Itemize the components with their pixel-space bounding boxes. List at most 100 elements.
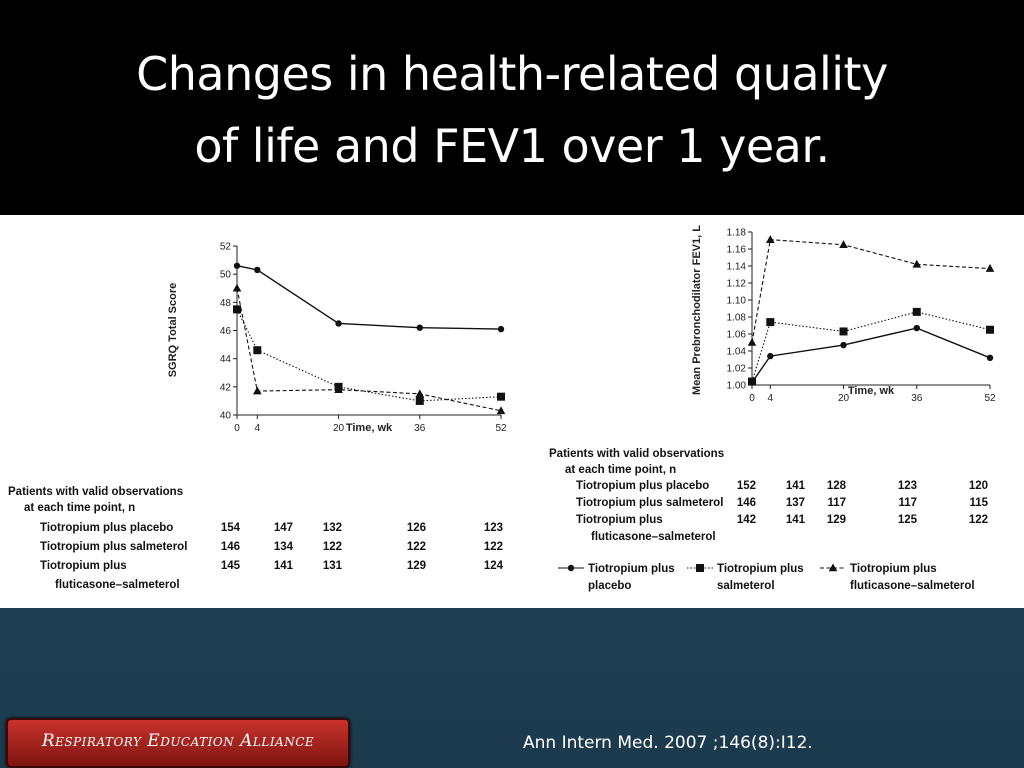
chart-2-series-3-point <box>912 259 922 268</box>
chart-2-series-2-point <box>748 377 756 386</box>
chart-1-y-tick-label: 44 <box>220 354 232 365</box>
chart-1-table-cell: 124 <box>484 560 504 572</box>
chart-1-table-cell: 134 <box>274 541 294 553</box>
chart-1-y-tick-label: 46 <box>220 326 232 337</box>
chart-2-legend-label: Tiotropium plus <box>588 563 675 575</box>
chart-1-table-cell: 132 <box>323 522 342 534</box>
chart-2-table-cell: 141 <box>786 480 806 492</box>
chart-1-series-2-point <box>253 346 262 355</box>
chart-2-series-2-point <box>766 318 775 327</box>
chart-1-series-3-point <box>253 386 262 395</box>
chart-2-table-row-label: Tiotropium plus salmeterol <box>576 497 723 509</box>
chart-1-table-cell: 122 <box>407 541 426 553</box>
chart-1-series-2-point <box>415 396 424 405</box>
chart-2-legend-marker-3 <box>828 563 838 572</box>
chart-1-table-row-label-2: fluticasone–salmeterol <box>55 579 180 591</box>
chart-1-table-cell: 145 <box>221 560 241 572</box>
chart-1-x-tick-label: 52 <box>495 423 507 434</box>
figure-panel: 40 42 44 46 48 50 52 0 4 20 36 52 Time, wk SGRQ Total… <box>0 215 1024 608</box>
chart-1-x-tick-label: 20 <box>333 423 345 434</box>
chart-2-table-cell: 125 <box>898 514 918 526</box>
chart-1-series-2-line <box>236 309 502 402</box>
chart-2-legend-label-2: fluticasone–salmeterol <box>850 580 975 592</box>
chart-2-y-tick-label: 1.16 <box>727 245 747 256</box>
chart-1-y-tick-label: 50 <box>220 270 232 281</box>
chart-2-series-3-point <box>766 235 775 243</box>
chart-2-series-1-point <box>767 352 774 360</box>
chart-1-y-tick-label: 40 <box>220 411 232 422</box>
chart-2-series-2-point <box>986 325 994 334</box>
chart-1-series-1-point <box>335 320 342 327</box>
chart-2-y-tick-label: 1.10 <box>727 296 747 307</box>
chart-2-y-tick-label: 1.08 <box>727 313 747 324</box>
chart-2-x-tick-label: 20 <box>838 393 850 404</box>
chart-1-table-cell: 131 <box>323 560 343 572</box>
chart-1-series-1-line <box>236 265 502 330</box>
chart-1-table-cell: 141 <box>274 560 294 572</box>
chart-2-y-tick-label: 1.04 <box>727 347 747 358</box>
chart-2-y-tick-label: 1.14 <box>727 262 747 273</box>
chart-1-y-axis-label: SGRQ Total Score <box>167 283 179 378</box>
chart-2-table-cell: 141 <box>786 514 806 526</box>
slide-title-line-1: Changes in health-related quality <box>136 47 888 101</box>
chart-2-y-tick-label: 1.02 <box>727 364 747 375</box>
chart-1-table-cell: 126 <box>407 522 426 534</box>
chart-2-legend-label: Tiotropium plus <box>717 563 804 575</box>
chart-2-series-1-line <box>751 327 991 383</box>
citation: Ann Intern Med. 2007 ;146(8):I12. <box>523 733 813 753</box>
chart-2-table-cell: 123 <box>898 480 917 492</box>
chart-1-y-tick-label: 42 <box>220 382 232 393</box>
chart-2-legend-label-2: placebo <box>588 580 631 592</box>
chart-2-y-axis-label: Mean Prebronchodilator FEV1, L <box>691 225 703 395</box>
slide-title: Changes in health-related quality of lif… <box>40 38 984 182</box>
chart-1-table-cell: 154 <box>221 522 241 534</box>
chart-2-table-cell: 122 <box>969 514 988 526</box>
chart-2-table-cell: 117 <box>898 497 917 509</box>
chart-1-table-row-label: Tiotropium plus <box>40 560 127 572</box>
chart-1-series-1-point <box>233 262 241 269</box>
chart-1-series-1-point <box>497 325 505 333</box>
chart-2-y-tick-label: 1.06 <box>727 330 747 341</box>
chart-2-series-2-line <box>751 311 991 382</box>
title-bar: Changes in health-related quality of lif… <box>0 0 1024 215</box>
logo-text: Respiratory Education Alliance <box>41 731 315 751</box>
chart-2-series-2-point <box>912 307 921 316</box>
chart-2-series-3-line <box>751 239 991 343</box>
chart-2-series-3-point <box>839 240 848 249</box>
chart-2-series-2-point <box>839 327 848 336</box>
chart-2-table-cell: 146 <box>737 497 756 509</box>
chart-2-table-cell: 129 <box>827 514 846 526</box>
chart-2-x-tick-label: 4 <box>768 393 774 404</box>
chart-2-series-1-point <box>840 341 847 349</box>
chart-2-table-cell: 137 <box>786 497 805 509</box>
chart-2-x-tick-label: 36 <box>911 393 923 404</box>
chart-2-table-cell: 120 <box>969 480 988 492</box>
chart-2-series-1-point <box>913 324 920 332</box>
chart-2-table-cell: 128 <box>827 480 847 492</box>
chart-1-series-3-point <box>415 389 425 398</box>
chart-2-table-row-label-2: fluticasone–salmeterol <box>591 531 716 543</box>
chart-2-y-tick-label: 1.18 <box>727 228 747 239</box>
chart-1-table-cell: 122 <box>484 541 503 553</box>
chart-2-table-row-label: Tiotropium plus placebo <box>576 480 709 492</box>
chart-2-table-subheader: at each time point, n <box>565 464 676 476</box>
chart-2-x-tick-label: 52 <box>984 393 996 404</box>
chart-1-series-3-line <box>236 288 502 412</box>
chart-2-y-tick-label: 1.12 <box>727 279 747 290</box>
chart-1-series-1-point <box>416 324 423 331</box>
chart-2-table-cell: 142 <box>737 514 756 526</box>
chart-1-table-header: Patients with valid observations <box>8 486 183 498</box>
chart-1-x-tick-label: 36 <box>414 423 426 434</box>
chart-2-legend-label: Tiotropium plus <box>850 563 937 575</box>
chart-1-table-row-label: Tiotropium plus salmeterol <box>40 541 187 553</box>
chart-1-x-tick-label: 0 <box>234 423 240 434</box>
chart-1-table-subheader: at each time point, n <box>24 502 135 514</box>
slide-title-line-2: of life and FEV1 over 1 year. <box>194 119 830 173</box>
chart-1-series-3-point <box>334 385 343 393</box>
chart-2-table-cell: 115 <box>969 497 988 509</box>
chart-2-table-cell: 152 <box>737 480 756 492</box>
chart-1-series-1-point <box>254 266 261 274</box>
chart-1-series-2-point <box>233 305 241 314</box>
chart-2-x-axis-label: Time, wk <box>848 385 895 397</box>
chart-1-table-cell: 146 <box>221 541 240 553</box>
